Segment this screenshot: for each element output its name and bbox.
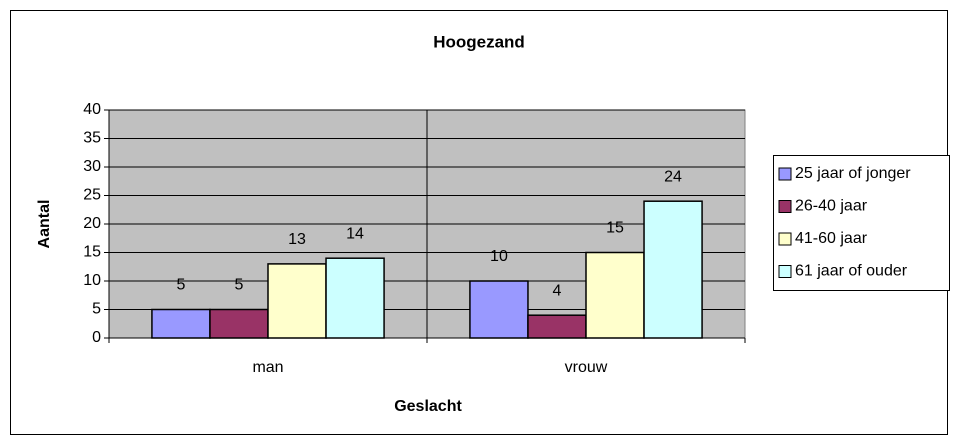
y-tick-label: 25 [83, 187, 101, 204]
y-tick-label: 20 [83, 215, 101, 232]
chart-title: Hoogezand [433, 32, 525, 51]
bar [585, 251, 645, 339]
y-tick-label: 40 [83, 101, 101, 118]
data-label: 10 [490, 248, 508, 265]
y-tick-label: 0 [92, 329, 101, 346]
bar [209, 308, 269, 339]
y-tick-label: 5 [92, 301, 101, 318]
legend-label: 41-60 jaar [795, 230, 868, 247]
data-label: 15 [606, 220, 624, 237]
data-label: 24 [664, 168, 682, 185]
y-tick-label: 15 [83, 244, 101, 261]
bar [267, 263, 327, 339]
y-tick-label: 10 [83, 272, 101, 289]
data-label: 14 [346, 225, 364, 242]
x-tick-label: man [252, 359, 283, 376]
legend-swatch [778, 265, 792, 278]
legend-label: 25 jaar of jonger [795, 165, 911, 182]
legend-swatch [778, 167, 792, 181]
bar [151, 308, 211, 339]
y-tick-label: 35 [83, 130, 101, 147]
data-label: 13 [288, 231, 306, 248]
y-axis-label: Aantal [36, 200, 53, 249]
data-label: 5 [235, 277, 244, 294]
legend-label: 61 jaar of ouder [795, 263, 908, 280]
legend-label: 26-40 jaar [795, 198, 868, 215]
data-label: 5 [176, 277, 185, 294]
legend-swatch [778, 200, 792, 213]
bar [325, 257, 385, 339]
x-tick-label: vrouw [565, 359, 608, 376]
bar [469, 280, 529, 339]
legend-box [773, 155, 950, 291]
x-axis-label: Geslacht [394, 398, 462, 415]
bar [643, 200, 703, 339]
y-tick-label: 30 [83, 158, 101, 175]
data-label: 4 [553, 282, 562, 299]
legend-swatch [778, 232, 792, 246]
bar [527, 314, 587, 339]
